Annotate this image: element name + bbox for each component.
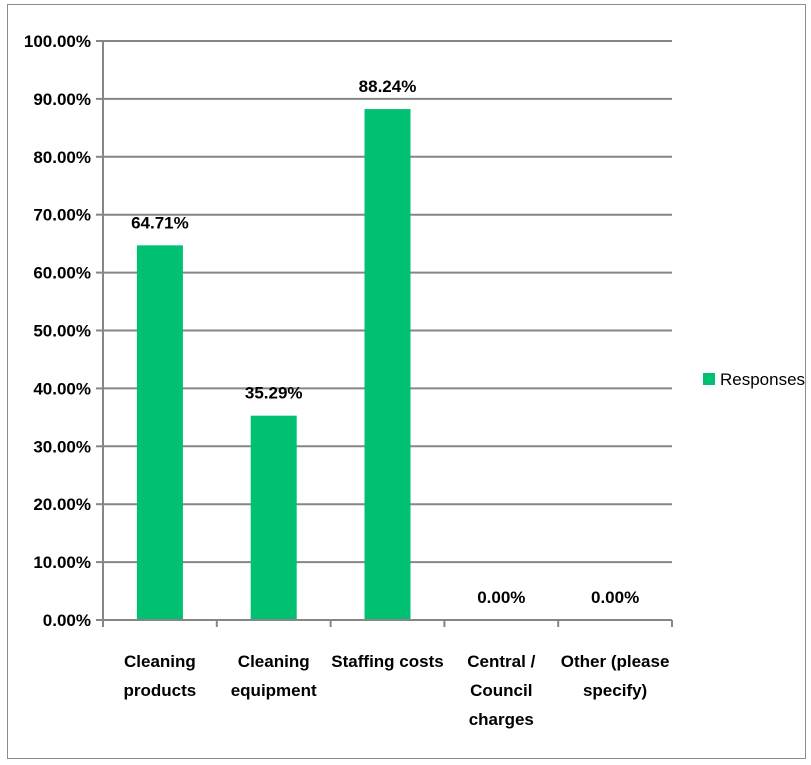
y-tick-label: 80.00% [33,148,91,167]
y-tick-label: 90.00% [33,90,91,109]
y-tick-label: 0.00% [43,611,91,630]
y-tick-label: 100.00% [24,32,91,51]
legend-swatch [703,373,715,385]
x-tick-label: Cleaning [238,652,310,671]
labels: 0.00% 10.00% 20.00% 30.00% 40.00% 50.00% 60.00… [24,32,670,729]
data-label: 0.00% [591,588,639,607]
bar [136,245,183,620]
data-label: 88.24% [359,77,417,96]
y-tick-label: 70.00% [33,206,91,225]
x-tick-label: Staffing costs [331,652,443,671]
data-label: 0.00% [477,588,525,607]
data-label: 64.71% [131,213,189,232]
x-tick-label: Other (please [561,652,670,671]
y-tick-label: 50.00% [33,322,91,341]
x-tick-label: equipment [231,681,317,700]
x-tick-label: charges [469,710,534,729]
gridlines [103,40,672,564]
x-tick-label: products [124,681,197,700]
x-tick-label: specify) [583,681,647,700]
y-tick-label: 60.00% [33,264,91,283]
bar [364,109,411,621]
y-tick-label: 20.00% [33,495,91,514]
legend: Responses [703,370,805,389]
bars [136,109,411,621]
y-tick-label: 40.00% [33,379,91,398]
x-tick-label: Central / [467,652,535,671]
y-tick-label: 10.00% [33,553,91,572]
x-tick-label: Council [470,681,532,700]
y-tick-label: 30.00% [33,437,91,456]
axes [96,40,673,627]
data-label: 35.29% [245,384,303,403]
x-tick-label: Cleaning [124,652,196,671]
bar [250,415,297,620]
legend-label: Responses [720,370,805,389]
